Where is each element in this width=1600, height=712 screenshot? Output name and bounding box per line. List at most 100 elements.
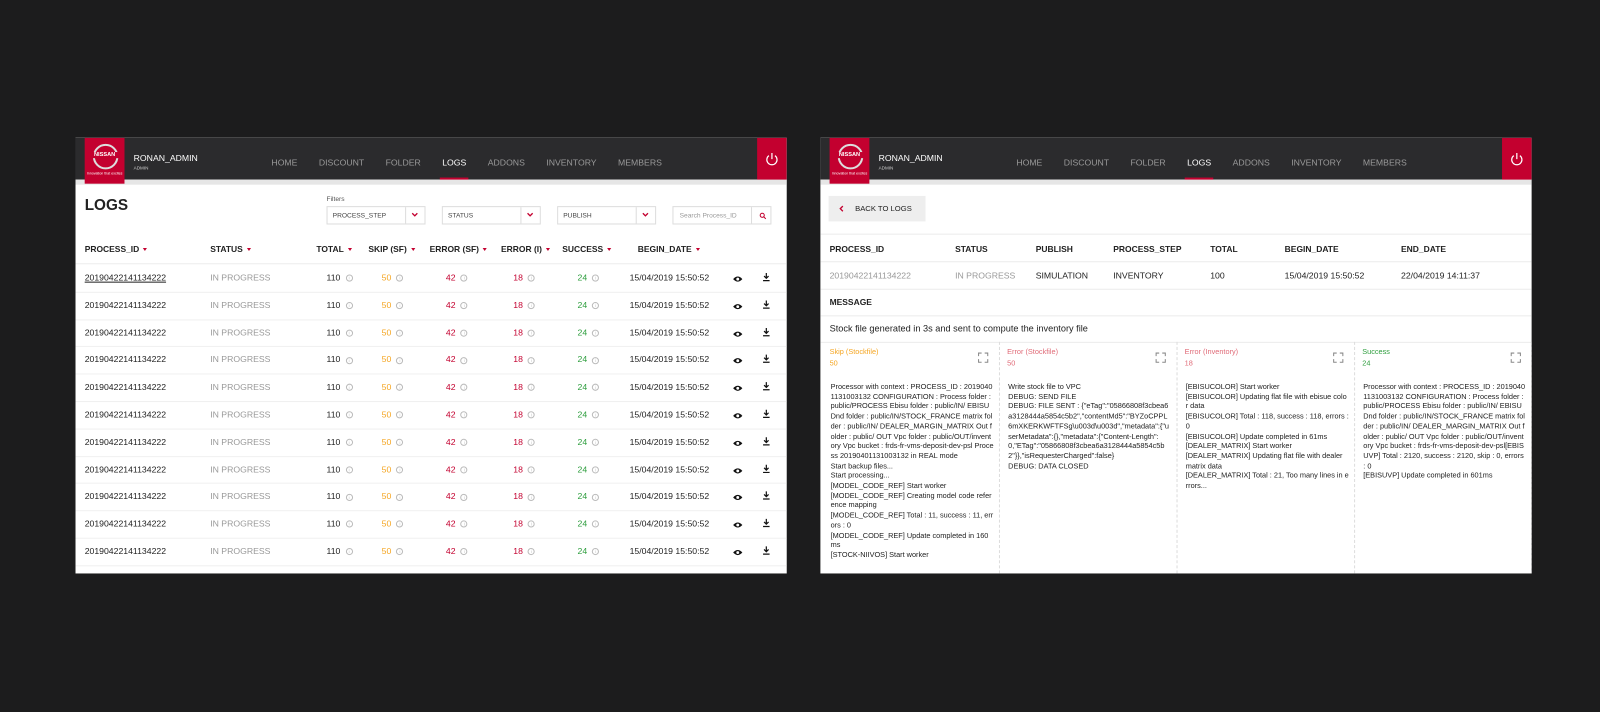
table-row: 20190422141134222 IN PROGRESS 110 50 42 18 24 1… xyxy=(75,292,787,321)
log-line: Start processing... xyxy=(830,470,890,480)
process-id[interactable]: 20190422141134222 xyxy=(84,354,167,365)
process-id[interactable]: 20190422141134222 xyxy=(84,491,167,502)
filter-select[interactable]: PUBLISH xyxy=(557,206,657,225)
process-id[interactable]: 20190422141134222 xyxy=(84,463,167,475)
download-button[interactable] xyxy=(762,265,770,292)
column-header[interactable]: STATUS xyxy=(210,244,251,254)
nav-item[interactable]: DISCOUNT xyxy=(1063,157,1110,168)
table-cell: IN PROGRESS xyxy=(210,491,271,502)
log-text: Processor with context : PROCESS_ID : 20… xyxy=(1363,382,1526,481)
logout-button[interactable] xyxy=(1502,137,1532,180)
log-text: [EBISUCOLOR] Start worker [EBISUCOLOR] Up… xyxy=(1186,382,1349,491)
view-button[interactable] xyxy=(733,403,743,430)
column-header[interactable]: ERROR (I) xyxy=(501,244,550,254)
nav-item[interactable]: LOGS xyxy=(440,138,468,180)
expand-button[interactable] xyxy=(978,350,989,368)
view-button[interactable] xyxy=(733,376,743,403)
table-cell: 18 xyxy=(513,456,535,483)
download-button[interactable] xyxy=(762,429,770,456)
nav-item[interactable]: ADDONS xyxy=(1232,157,1270,168)
column-header[interactable]: TOTAL xyxy=(316,244,352,254)
process-id[interactable]: 20190422141134222 xyxy=(84,327,167,338)
table-divider xyxy=(75,263,787,265)
process-id[interactable]: 20190422141134222 xyxy=(84,436,167,447)
column-header[interactable]: BEGIN_DATE xyxy=(638,244,700,254)
header-strip xyxy=(820,179,1532,185)
log-count: 50 xyxy=(829,358,838,368)
download-button[interactable] xyxy=(762,293,770,320)
view-button[interactable] xyxy=(733,485,743,512)
nav-item[interactable]: HOME xyxy=(1016,157,1043,168)
nav-item[interactable]: FOLDER xyxy=(385,157,421,168)
download-button[interactable] xyxy=(762,320,770,347)
table-row: 20190422141134222 IN PROGRESS 110 50 42 18 24 1… xyxy=(75,510,787,539)
nav-item[interactable]: INVENTORY xyxy=(546,157,597,168)
filter-select-label: STATUS xyxy=(447,212,474,220)
expand-button[interactable] xyxy=(1510,350,1521,368)
column-header: PROCESS_ID xyxy=(829,243,885,255)
filter-select-label: PROCESS_STEP xyxy=(332,212,387,220)
column-header[interactable]: SUCCESS xyxy=(562,244,611,254)
filter-select[interactable]: STATUS xyxy=(441,206,541,225)
process-id[interactable]: 20190422141134222 xyxy=(84,299,167,310)
nav-item[interactable]: MEMBERS xyxy=(618,157,662,168)
download-button[interactable] xyxy=(762,511,770,538)
log-line: [MODEL_CODE_REF] Total : 11, success : 1… xyxy=(830,510,994,530)
table-cell: 50 xyxy=(382,510,404,537)
process-id[interactable]: 20190422141134222 xyxy=(84,409,167,420)
logout-button[interactable] xyxy=(757,137,787,180)
download-button[interactable] xyxy=(762,457,770,484)
log-line: [EBISUCOLOR] Updating flat file with ebi… xyxy=(1185,391,1347,411)
table-row: 20190422141134222 IN PROGRESS 110 50 42 18 24 1… xyxy=(75,319,787,348)
table-cell: 42 xyxy=(446,401,468,428)
back-button[interactable]: BACK TO LOGS xyxy=(828,195,926,222)
log-text: Write stock file to VPC DEBUG: SEND FILE D… xyxy=(1008,382,1171,471)
table-cell: 50 xyxy=(382,456,404,483)
column-header[interactable]: PROCESS_ID xyxy=(85,244,148,254)
view-button[interactable] xyxy=(733,430,743,457)
download-button[interactable] xyxy=(762,539,770,566)
view-button[interactable] xyxy=(733,458,743,485)
process-id[interactable]: 20190422141134222 xyxy=(84,518,167,529)
process-id[interactable]: 20190422141134222 xyxy=(84,381,167,393)
column-header[interactable]: ERROR (SF) xyxy=(430,244,488,254)
view-button[interactable] xyxy=(733,512,743,539)
nav-item[interactable]: DISCOUNT xyxy=(318,157,365,168)
table-row: 20190422141134222 IN PROGRESS 110 50 42 18 24 1… xyxy=(75,346,787,375)
nav-item[interactable]: ADDONS xyxy=(487,157,525,168)
view-button[interactable] xyxy=(733,540,743,567)
log-line: [DEALER_MATRIX] Updating flat file with … xyxy=(1185,450,1343,471)
table-cell: 24 xyxy=(578,456,600,483)
table-cell: 50 xyxy=(382,319,404,346)
table-row: 20190422141134222 IN PROGRESS 110 50 42 18 24 1… xyxy=(75,538,787,567)
table-cell: IN PROGRESS xyxy=(210,463,271,475)
view-button[interactable] xyxy=(733,294,743,321)
download-button[interactable] xyxy=(762,347,770,374)
column-header: END_DATE xyxy=(1401,243,1447,255)
logo-brand: NISSAN xyxy=(86,152,123,159)
download-button[interactable] xyxy=(762,402,770,429)
table-cell: 50 xyxy=(382,401,404,428)
expand-button[interactable] xyxy=(1155,350,1166,368)
search-input[interactable]: Search Process_ID xyxy=(672,206,772,225)
view-button[interactable] xyxy=(733,321,743,348)
process-id[interactable]: 20190422141134222 xyxy=(84,545,167,557)
nav-item[interactable]: FOLDER xyxy=(1130,157,1166,168)
nav-item[interactable]: LOGS xyxy=(1185,138,1213,180)
download-button[interactable] xyxy=(762,484,770,511)
nav-item[interactable]: INVENTORY xyxy=(1291,157,1342,168)
expand-button[interactable] xyxy=(1333,350,1344,368)
table-cell: 110 xyxy=(327,319,353,346)
process-id[interactable]: 20190422141134222 xyxy=(84,272,167,283)
table-cell: 42 xyxy=(446,456,468,483)
view-button[interactable] xyxy=(733,266,743,293)
nav-item[interactable]: HOME xyxy=(271,157,298,168)
filter-select[interactable]: PROCESS_STEP xyxy=(326,206,426,225)
download-button[interactable] xyxy=(762,375,770,402)
table-cell: 24 xyxy=(578,319,600,346)
view-button[interactable] xyxy=(733,348,743,375)
table-cell: IN PROGRESS xyxy=(210,409,271,420)
nav-item[interactable]: MEMBERS xyxy=(1362,157,1407,168)
column-header[interactable]: SKIP (SF) xyxy=(368,244,415,254)
table-cell: 24 xyxy=(578,346,600,373)
